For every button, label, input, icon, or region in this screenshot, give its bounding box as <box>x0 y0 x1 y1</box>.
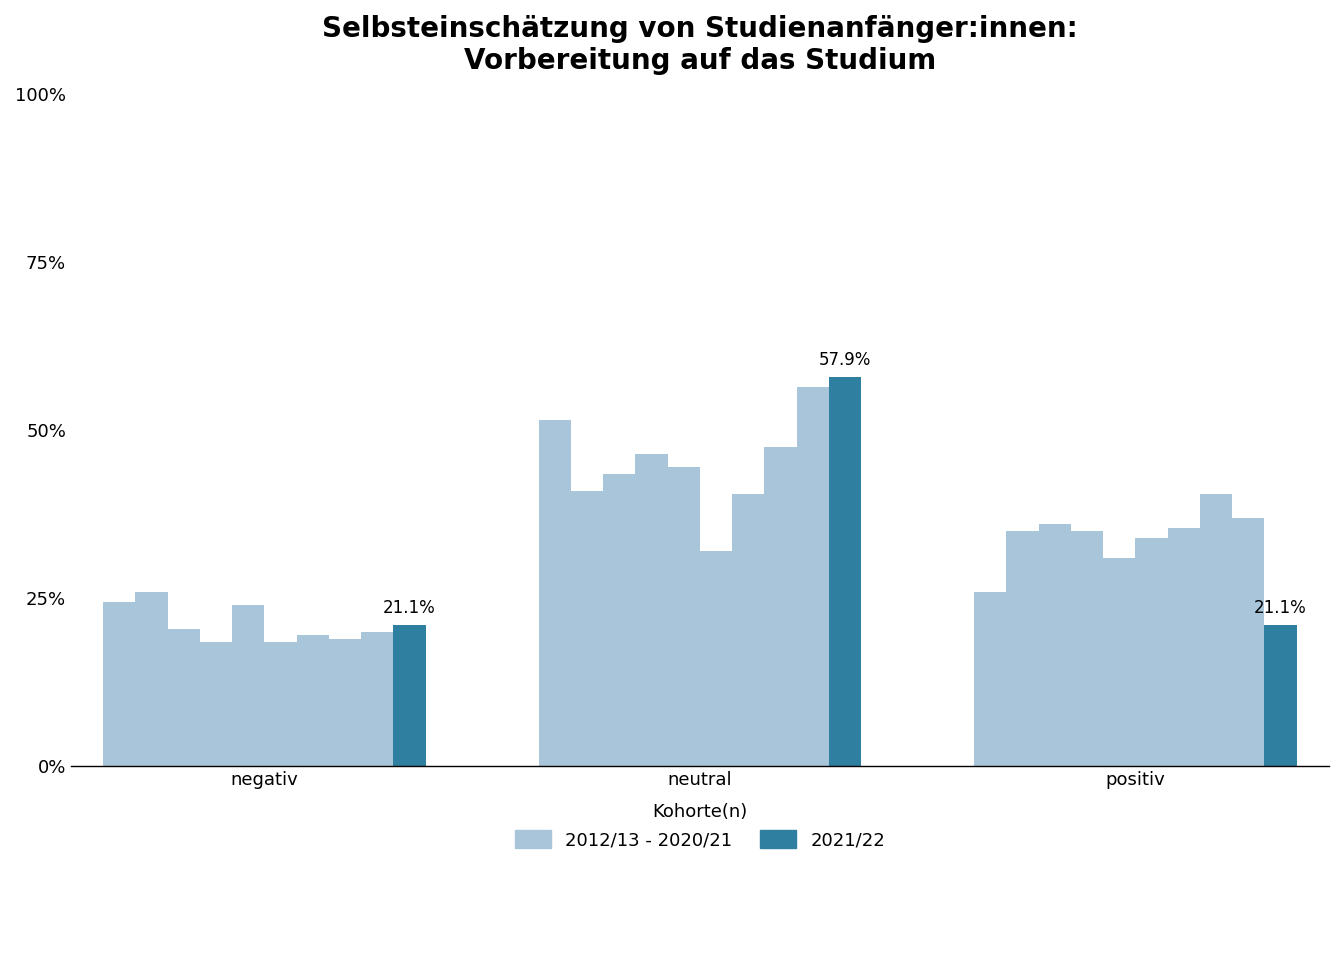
Text: 21.1%: 21.1% <box>383 598 435 616</box>
Bar <box>1232 517 1265 766</box>
Bar <box>539 420 571 766</box>
Bar <box>265 642 297 766</box>
Bar <box>668 468 700 766</box>
Bar <box>1039 524 1071 766</box>
Bar <box>362 632 394 766</box>
Bar <box>168 629 200 766</box>
Bar <box>1136 538 1168 766</box>
Bar <box>233 605 265 766</box>
Bar <box>1103 558 1136 766</box>
Bar <box>103 602 136 766</box>
Bar <box>1168 528 1200 766</box>
Bar <box>1265 625 1297 766</box>
Bar <box>394 625 426 766</box>
Bar <box>1200 494 1232 766</box>
Bar <box>603 474 636 766</box>
Text: 21.1%: 21.1% <box>1254 598 1306 616</box>
Bar <box>829 377 862 766</box>
Bar <box>297 636 329 766</box>
Title: Selbsteinschätzung von Studienanfänger:innen:
Vorbereitung auf das Studium: Selbsteinschätzung von Studienanfänger:i… <box>323 15 1078 76</box>
Bar <box>765 447 797 766</box>
Legend: 2012/13 - 2020/21, 2021/22: 2012/13 - 2020/21, 2021/22 <box>505 794 894 858</box>
Bar <box>329 638 362 766</box>
Bar <box>136 591 168 766</box>
Bar <box>974 591 1007 766</box>
Bar <box>1007 531 1039 766</box>
Bar <box>200 642 233 766</box>
Bar <box>636 454 668 766</box>
Text: 57.9%: 57.9% <box>818 351 871 370</box>
Bar <box>732 494 765 766</box>
Bar <box>1071 531 1103 766</box>
Bar <box>797 387 829 766</box>
Bar <box>571 491 603 766</box>
Bar <box>700 551 732 766</box>
